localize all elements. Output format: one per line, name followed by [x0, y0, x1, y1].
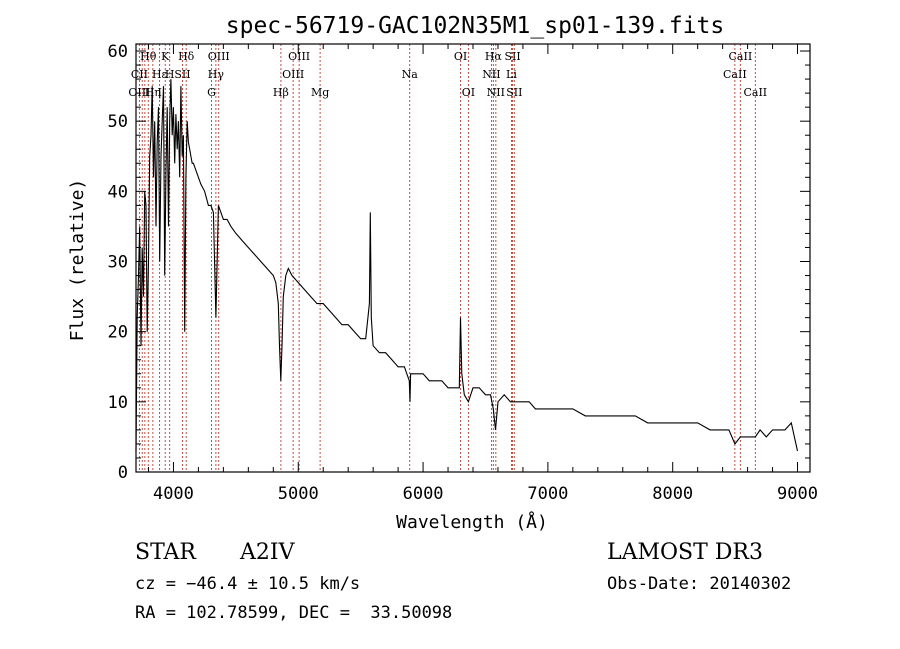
x-tick-label: 9000 — [777, 484, 818, 504]
line-label: CaII — [723, 68, 747, 81]
chart-title: spec-56719-GAC102N35M1_sp01-139.fits — [226, 13, 725, 39]
x-tick-label: 8000 — [652, 484, 693, 504]
y-tick-label: 30 — [108, 253, 128, 273]
line-label: Hη — [145, 86, 161, 99]
object-class: STAR — [135, 540, 196, 565]
line-label: Hε — [152, 68, 168, 81]
line-label: OIII — [282, 68, 304, 81]
redshift-cz: cz = −46.4 ± 10.5 km/s — [135, 574, 361, 594]
plot-frame — [135, 43, 811, 473]
line-label: CaII — [743, 86, 767, 99]
survey-name: LAMOST DR3 — [607, 540, 763, 565]
line-label: OI — [462, 86, 475, 99]
line-label: K — [161, 50, 170, 63]
y-tick-label: 50 — [108, 112, 128, 132]
line-label: Li — [506, 68, 517, 81]
line-markers — [138, 44, 756, 472]
y-axis-label: Flux (relative) — [67, 179, 88, 342]
x-axis-ticks: 4000 5000 6000 7000 8000 9000 — [147, 44, 818, 504]
line-label: Hα — [485, 50, 503, 63]
line-label: Hβ — [273, 86, 289, 99]
line-label: OIII — [208, 50, 230, 63]
y-tick-label: 60 — [108, 42, 128, 62]
line-label: Hδ — [178, 50, 195, 63]
x-tick-label: 4000 — [153, 484, 194, 504]
y-tick-label: 0 — [118, 463, 128, 483]
y-tick-label: 10 — [108, 393, 128, 413]
coordinates: RA = 102.78599, DEC = 33.50098 — [135, 603, 453, 623]
spectrum-line — [135, 79, 799, 452]
y-axis-ticks: 0 10 20 30 40 50 60 — [108, 42, 810, 483]
line-label: SII — [174, 68, 190, 81]
line-label: NII — [487, 86, 505, 99]
line-label: H — [165, 68, 175, 81]
observation-date: Obs-Date: 20140302 — [607, 574, 792, 594]
line-label: Mg — [311, 86, 329, 99]
line-label: OIII — [128, 86, 150, 99]
line-label: SII — [504, 50, 520, 63]
line-label: Hγ — [208, 68, 225, 81]
object-subclass: A2IV — [240, 540, 295, 565]
line-label: SII — [506, 86, 522, 99]
line-label: I — [158, 86, 162, 99]
line-label: G — [207, 86, 216, 99]
line-label: CII — [131, 68, 148, 81]
line-label: Na — [402, 68, 419, 81]
x-tick-label: 6000 — [403, 484, 444, 504]
line-label: CaII — [729, 50, 753, 63]
line-label: NII — [482, 68, 500, 81]
line-label: OI — [454, 50, 467, 63]
x-axis-label: Wavelength (Å) — [396, 511, 548, 533]
y-tick-label: 40 — [108, 182, 128, 202]
line-label: Hθ — [140, 50, 157, 63]
x-tick-label: 5000 — [278, 484, 319, 504]
y-tick-label: 20 — [108, 323, 128, 343]
line-label: OIII — [288, 50, 310, 63]
x-tick-label: 7000 — [527, 484, 568, 504]
